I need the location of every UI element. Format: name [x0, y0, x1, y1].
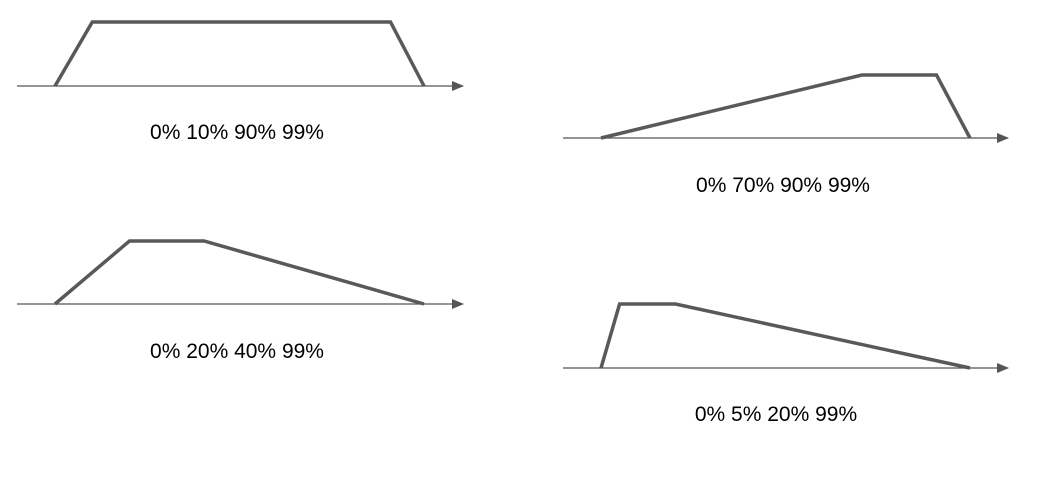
- envelope-trapezoid: [53, 20, 426, 87]
- envelope-trapezoid: [600, 73, 972, 140]
- diagram-caption: 0% 10% 90% 99%: [150, 121, 324, 144]
- envelope-diagram: [17, 239, 464, 309]
- envelope-trapezoid: [599, 302, 971, 370]
- envelope-diagram: [17, 20, 464, 91]
- diagram-caption: 0% 5% 20% 99%: [694, 403, 858, 426]
- envelope-diagram: [563, 302, 1009, 373]
- diagram-caption: 0% 70% 90% 99%: [696, 174, 870, 197]
- diagram-caption: 0% 20% 40% 99%: [150, 340, 324, 363]
- envelope-diagram: [563, 73, 1009, 143]
- envelope-trapezoid: [53, 239, 425, 306]
